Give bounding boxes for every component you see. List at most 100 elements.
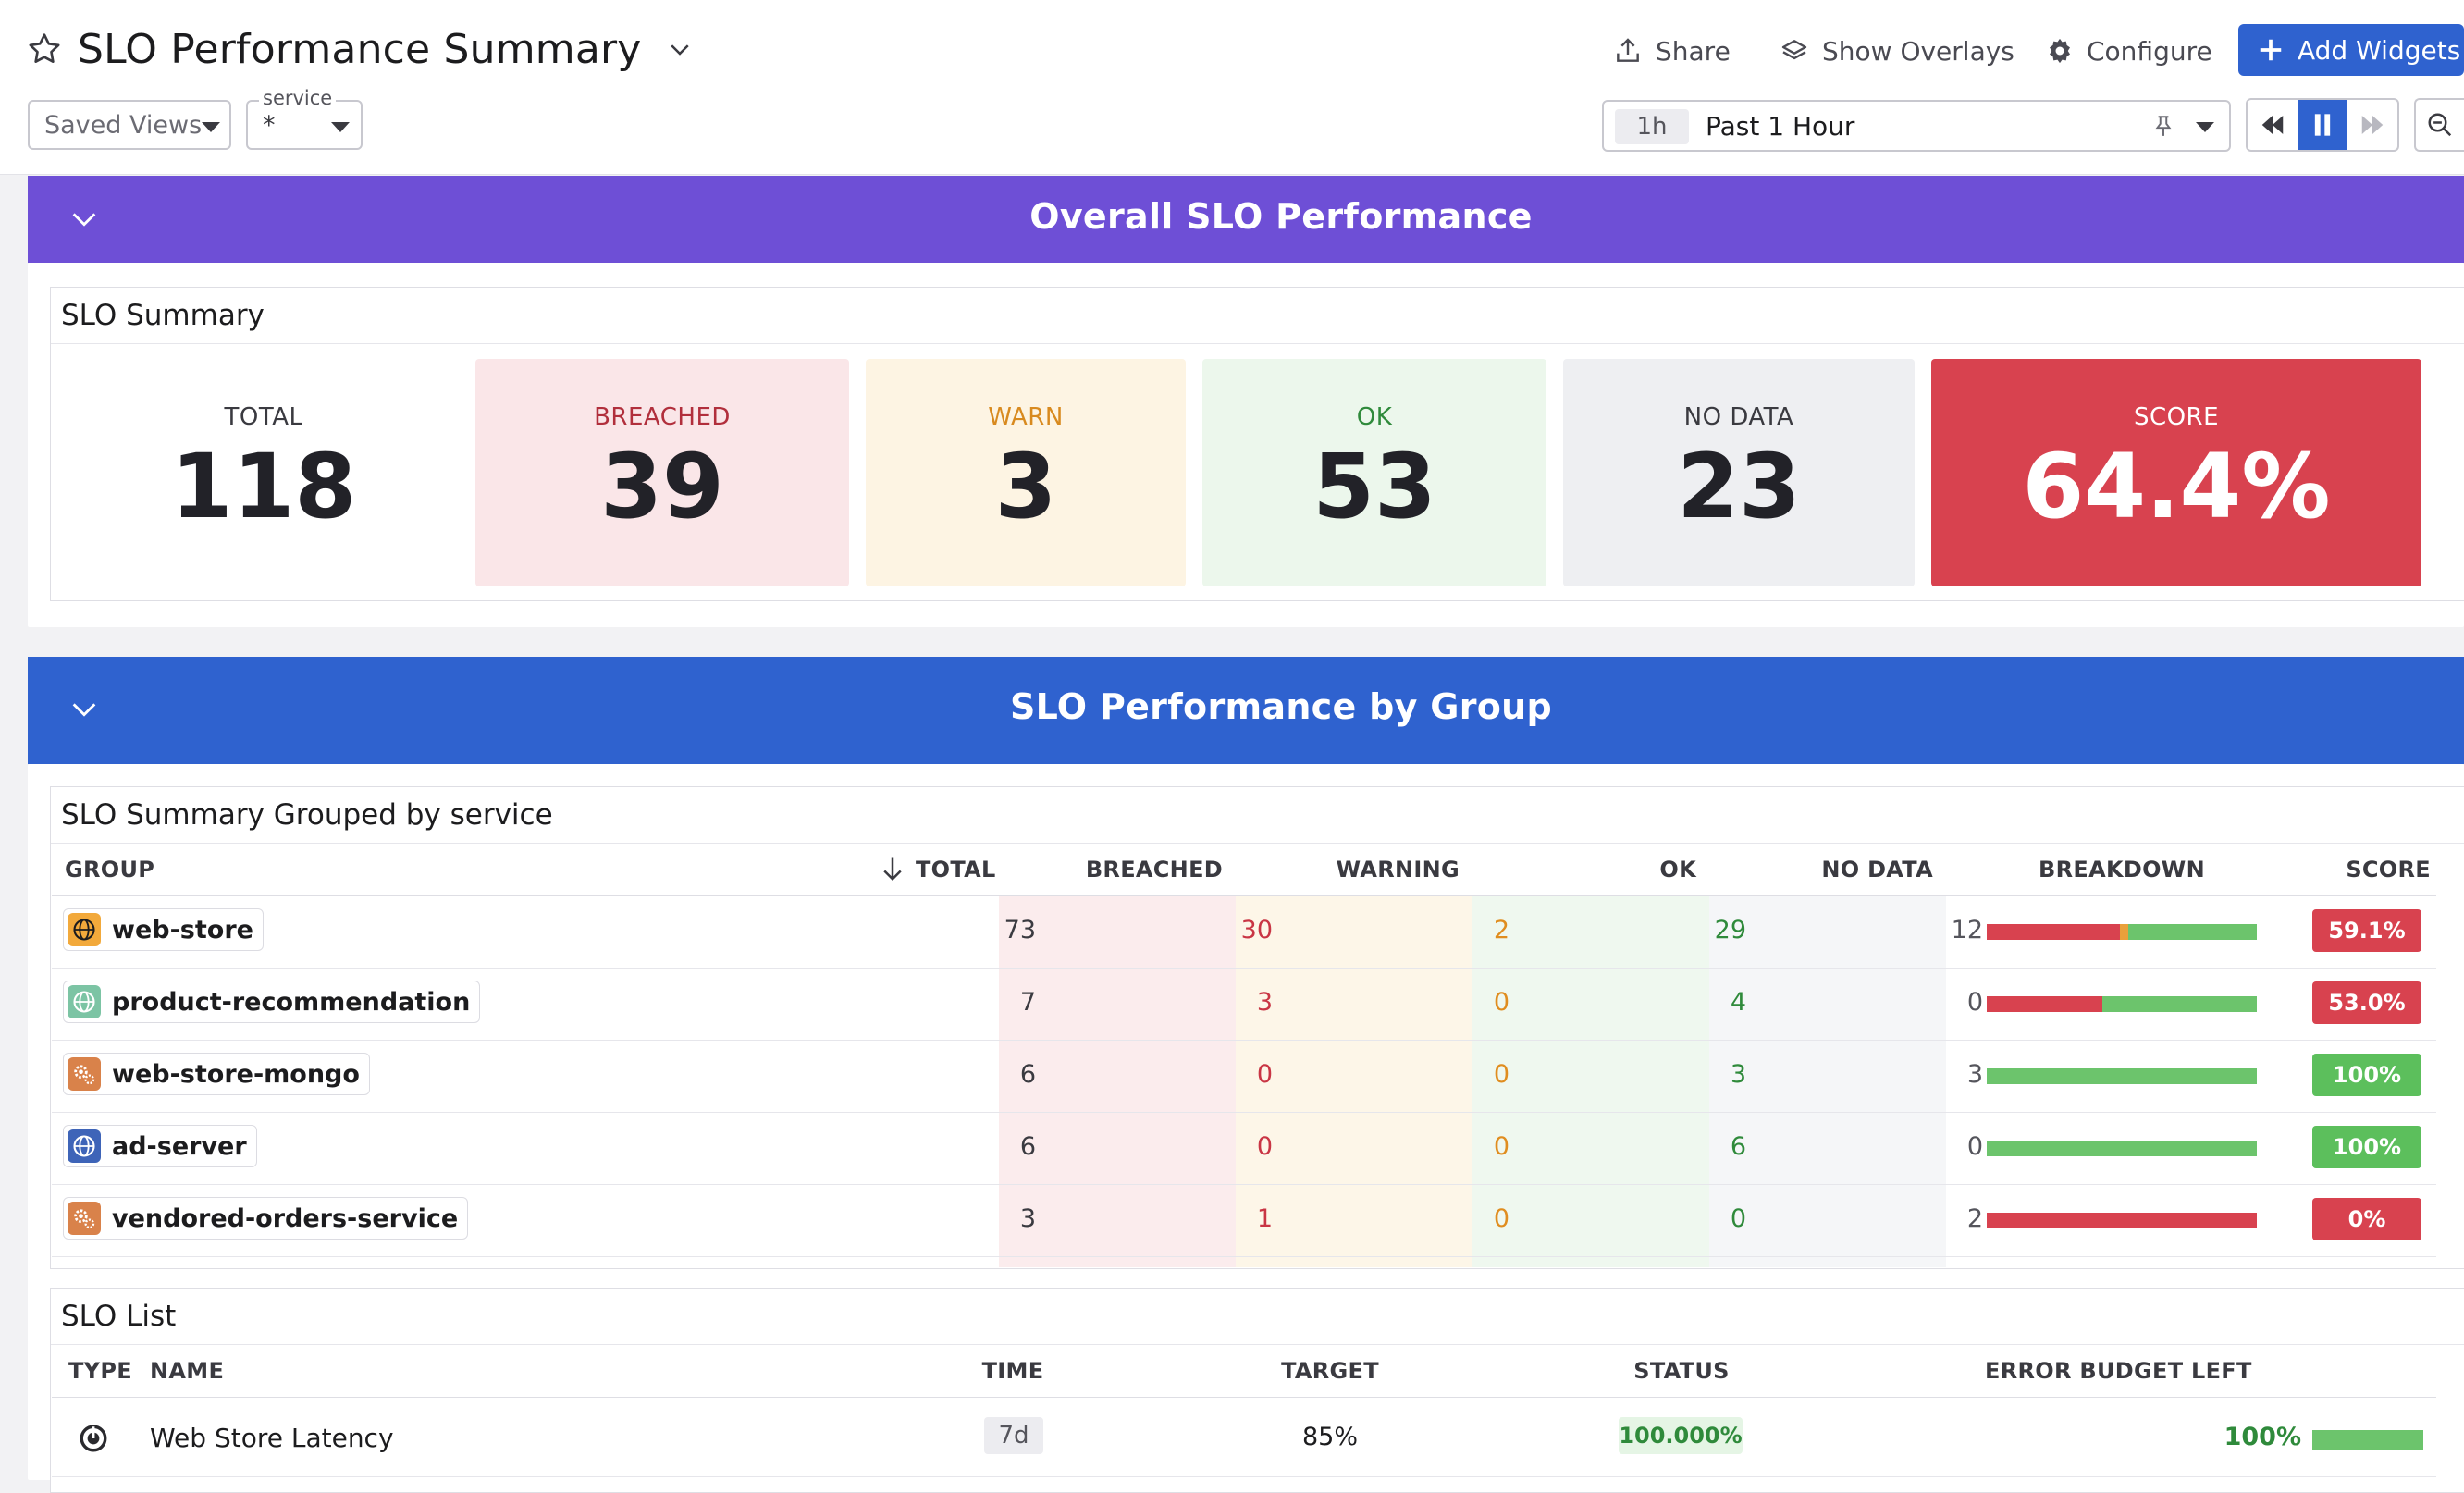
warn-tile: WARN 3 — [866, 359, 1186, 586]
zoom-out-icon — [2428, 113, 2452, 137]
col-header-warning[interactable]: WARNING — [1336, 857, 1460, 882]
show-overlays-button[interactable]: Show Overlays — [1780, 26, 2014, 76]
col-header-type: TYPE — [68, 1358, 132, 1384]
favorite-star-icon[interactable] — [26, 31, 63, 68]
saved-views-label: Saved Views — [44, 111, 203, 140]
col-header-target[interactable]: TARGET — [1281, 1358, 1379, 1384]
no-data-column-bg — [1709, 895, 1946, 1267]
ok-label: OK — [1356, 403, 1393, 431]
overall-slo-group-header[interactable]: Overall SLO Performance — [28, 176, 2464, 263]
group-tag[interactable]: web-store — [63, 908, 264, 951]
ok-cell: 4 — [1730, 988, 1746, 1017]
ok-column-bg — [1472, 895, 1709, 1267]
slo-name[interactable]: Web Store Latency — [150, 1423, 394, 1453]
breakdown-bar — [1987, 1068, 2257, 1084]
col-header-group[interactable]: GROUP — [65, 857, 155, 882]
col-header-breached[interactable]: BREACHED — [1085, 857, 1223, 882]
no-data-cell: 0 — [1966, 988, 1983, 1017]
breakdown-ok-segment — [1987, 1141, 2257, 1156]
chevron-down-icon[interactable] — [2196, 122, 2214, 132]
collapse-chevron-icon[interactable] — [68, 694, 100, 725]
score-label: SCORE — [2133, 403, 2220, 431]
breakdown-bar — [1987, 996, 2257, 1012]
group-name: vendored-orders-service — [112, 1203, 459, 1233]
playback-controls — [2246, 98, 2399, 152]
table-row[interactable]: web-store 73 30 2 29 12 59.1% — [52, 895, 2436, 969]
group-tag[interactable]: vendored-orders-service — [63, 1197, 469, 1240]
col-header-name[interactable]: NAME — [150, 1358, 225, 1384]
total-label: TOTAL — [224, 403, 303, 431]
group-tag[interactable]: web-store-mongo — [63, 1053, 370, 1095]
sort-descending-icon[interactable] — [881, 855, 905, 882]
saved-views-select[interactable]: Saved Views — [28, 100, 231, 150]
table-row[interactable]: vendored-orders-service 3 1 0 0 2 0% — [52, 1184, 2436, 1257]
table-row[interactable]: ad-server 6 0 0 6 0 100% — [52, 1112, 2436, 1185]
time-range-chip: 1h — [1615, 109, 1689, 144]
table-row[interactable]: product-recommendation 7 3 0 4 0 53.0% — [52, 968, 2436, 1041]
fast-forward-button[interactable] — [2347, 100, 2397, 150]
breached-value: 39 — [600, 435, 724, 538]
total-cell: 7 — [1019, 988, 1036, 1017]
ok-cell: 29 — [1714, 916, 1746, 944]
col-header-ok[interactable]: OK — [1659, 857, 1696, 882]
no-data-cell: 2 — [1966, 1204, 1983, 1233]
col-header-error-budget[interactable]: ERROR BUDGET LEFT — [1985, 1358, 2252, 1384]
breakdown-ok-segment — [2128, 924, 2257, 940]
warning-cell: 0 — [1493, 1204, 1509, 1233]
service-variable-value: * — [263, 111, 276, 140]
col-header-no-data[interactable]: NO DATA — [1821, 857, 1933, 882]
warning-cell: 0 — [1493, 1060, 1509, 1089]
ok-tile: OK 53 — [1202, 359, 1546, 586]
score-badge: 100% — [2312, 1054, 2421, 1096]
col-header-total[interactable]: TOTAL — [916, 857, 996, 882]
no-data-value: 23 — [1677, 435, 1801, 538]
zoom-out-button[interactable] — [2414, 98, 2464, 152]
no-data-cell: 0 — [1966, 1132, 1983, 1161]
group-name: web-store-mongo — [112, 1059, 360, 1089]
warning-column-bg — [1236, 895, 1472, 1267]
group-tag[interactable]: ad-server — [63, 1125, 257, 1167]
ok-cell: 6 — [1730, 1132, 1746, 1161]
globe-icon — [68, 1129, 101, 1163]
group-name: web-store — [112, 915, 253, 944]
chevron-down-icon — [202, 122, 220, 132]
slo-list-row[interactable]: Web Store Latency 7d 85% 100.000% 100% — [52, 1399, 2436, 1477]
pin-icon[interactable] — [2151, 114, 2175, 138]
collapse-chevron-icon[interactable] — [68, 204, 100, 235]
col-header-score[interactable]: SCORE — [2346, 857, 2431, 882]
time-range-select[interactable]: 1h Past 1 Hour — [1602, 100, 2231, 152]
slo-list-widget: SLO List — [50, 1288, 2464, 1493]
pause-icon — [2314, 114, 2331, 136]
rewind-button[interactable] — [2248, 100, 2298, 150]
no-data-cell: 12 — [1951, 916, 1983, 944]
no-data-cell: 3 — [1966, 1060, 1983, 1089]
breached-cell: 3 — [1256, 988, 1273, 1017]
fast-forward-icon — [2361, 116, 2384, 134]
ok-cell: 0 — [1730, 1204, 1746, 1233]
share-button[interactable]: Share — [1613, 26, 1731, 76]
service-variable-select[interactable]: service * — [246, 87, 363, 150]
breakdown-warning-segment — [2119, 924, 2129, 940]
configure-button[interactable]: Configure — [2046, 26, 2212, 76]
overall-slo-group-title: Overall SLO Performance — [1029, 196, 1533, 237]
col-header-status[interactable]: STATUS — [1633, 1358, 1730, 1384]
group-tag[interactable]: product-recommendation — [63, 981, 481, 1023]
header-divider — [52, 895, 2436, 896]
gears-icon — [68, 1202, 101, 1235]
title-menu-chevron-icon[interactable] — [666, 35, 694, 63]
error-budget-bar — [2312, 1430, 2423, 1450]
table-row[interactable]: web-store-mongo 6 0 0 3 3 100% — [52, 1040, 2436, 1113]
add-widgets-button[interactable]: Add Widgets — [2238, 24, 2464, 76]
slo-by-group-header[interactable]: SLO Performance by Group — [28, 657, 2464, 764]
breakdown-ok-segment — [2102, 996, 2257, 1012]
ok-value: 53 — [1312, 435, 1436, 538]
breached-label: BREACHED — [594, 403, 731, 431]
breakdown-breached-segment — [1987, 996, 2103, 1012]
time-window-chip: 7d — [984, 1417, 1043, 1454]
grouped-summary-title: SLO Summary Grouped by service — [61, 798, 553, 832]
pause-button[interactable] — [2298, 100, 2347, 150]
breached-cell: 0 — [1256, 1060, 1273, 1089]
warn-label: WARN — [988, 403, 1064, 431]
col-header-breakdown: BREAKDOWN — [2039, 857, 2205, 882]
breached-tile: BREACHED 39 — [475, 359, 849, 586]
